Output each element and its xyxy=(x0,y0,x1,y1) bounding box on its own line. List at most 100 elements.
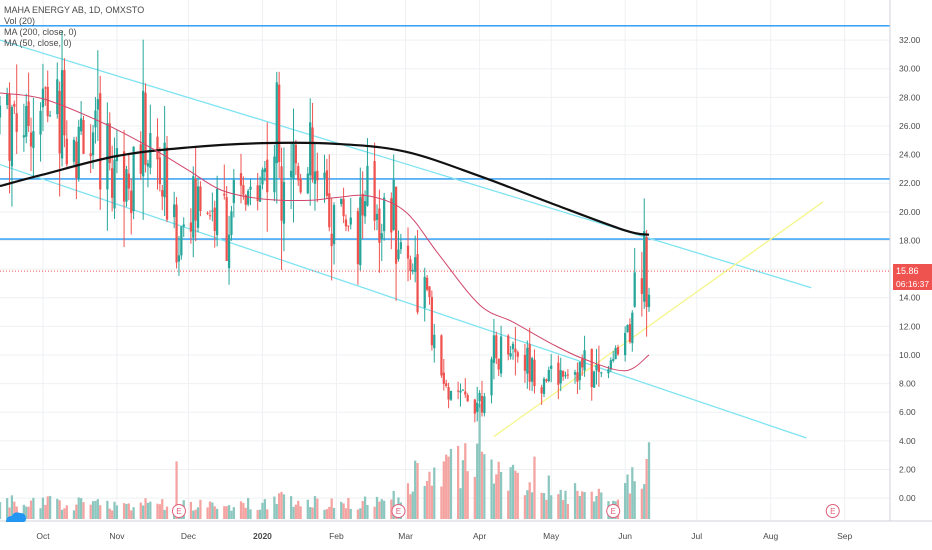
volume-bar xyxy=(633,481,636,519)
volume-bar xyxy=(29,500,33,519)
candle-body xyxy=(323,172,326,179)
price-tick-label: 12.00 xyxy=(899,321,921,331)
volume-bar xyxy=(275,504,278,519)
volume-bar xyxy=(378,501,381,519)
volume-bar xyxy=(497,461,500,519)
price-tick-label: 26.00 xyxy=(899,121,921,131)
volume-bar xyxy=(561,500,565,519)
volume-bar xyxy=(39,508,42,519)
price-axis[interactable]: 0.002.004.006.008.0010.0012.0014.0016.00… xyxy=(889,0,921,521)
volume-bar xyxy=(480,451,484,519)
time-tick-label: Oct xyxy=(36,531,50,541)
candle-body xyxy=(325,170,329,196)
candle-body xyxy=(213,207,216,231)
candle-body xyxy=(499,336,503,374)
time-tick-label: Dec xyxy=(181,531,197,541)
candle-body xyxy=(647,294,651,308)
candle-body xyxy=(244,195,247,205)
volume-bar xyxy=(230,510,233,519)
legend-volume[interactable]: Vol (20) xyxy=(4,16,36,26)
volume-bar xyxy=(461,460,465,519)
candle-body xyxy=(227,234,231,269)
candle-body xyxy=(206,212,209,214)
time-axis[interactable]: Oct Nov Dec 2020 Feb Mar Apr May Jun Jul Aug Sep xyxy=(0,520,932,541)
candle-body xyxy=(433,334,436,349)
candle-body xyxy=(294,144,298,164)
volume-bar xyxy=(409,494,412,519)
volume-bar xyxy=(263,499,266,519)
candle-body xyxy=(177,255,181,262)
candle-body xyxy=(631,312,634,344)
candle-body xyxy=(356,211,360,265)
volume-bar xyxy=(113,501,116,519)
volume-bar xyxy=(390,499,393,519)
price-tick-label: 30.00 xyxy=(899,64,921,74)
candle-body xyxy=(56,79,59,115)
price-tick-label: 28.00 xyxy=(899,92,921,102)
volume-bar xyxy=(530,492,534,519)
candle-body xyxy=(628,324,632,342)
candle-body xyxy=(459,390,462,393)
volume-bar xyxy=(559,489,562,519)
candle-body xyxy=(583,350,586,371)
volume-bar xyxy=(225,506,228,519)
candle-body xyxy=(378,208,381,243)
candle-body xyxy=(645,237,648,308)
symbol-title[interactable]: MAHA ENERGY AB, 1D, OMXSTO xyxy=(4,5,145,15)
candle-body xyxy=(406,245,410,259)
volume-bar xyxy=(392,490,395,519)
legend-ma50[interactable]: MA (50, close, 0) xyxy=(4,38,72,48)
candle-body xyxy=(416,254,419,313)
candle-body xyxy=(411,269,414,272)
candle-body xyxy=(511,343,515,350)
candle-body xyxy=(359,197,362,266)
volume-bar xyxy=(65,505,68,519)
volume-bar xyxy=(545,499,548,519)
candle-body xyxy=(242,185,245,195)
volume-bar xyxy=(282,494,286,519)
volume-bar xyxy=(82,502,85,519)
volume-bar xyxy=(492,483,496,519)
candle-body xyxy=(60,70,64,159)
volume-bar xyxy=(578,496,581,519)
volume-bar xyxy=(199,499,202,519)
candle-body xyxy=(514,348,517,353)
volume-bar xyxy=(425,480,429,519)
volume-bar xyxy=(227,505,231,519)
volume-bar xyxy=(261,502,264,519)
volume-bar xyxy=(528,482,531,519)
candle-body xyxy=(540,387,543,394)
volume-bar xyxy=(507,490,510,519)
drawing-lines xyxy=(0,25,890,439)
candle-body xyxy=(144,92,147,165)
candle-body xyxy=(39,110,42,135)
candle-body xyxy=(249,186,252,190)
time-tick-label: Jul xyxy=(691,531,702,541)
volume-bar xyxy=(316,498,319,519)
volume-bar xyxy=(313,496,317,519)
volume-bar xyxy=(459,488,462,519)
volume-bar xyxy=(215,508,219,519)
volume-bar xyxy=(125,503,128,519)
candle-body xyxy=(292,143,295,179)
legend-ma200[interactable]: MA (200, close, 0) xyxy=(4,27,77,37)
volume-bar xyxy=(442,461,445,519)
candle-body xyxy=(256,185,259,202)
volume-bar xyxy=(566,503,570,519)
volume-bar xyxy=(440,486,443,519)
candle-body xyxy=(0,105,2,118)
volume-bar xyxy=(196,507,200,519)
candle-body xyxy=(573,372,577,375)
volume-bar xyxy=(89,504,92,519)
candle-body xyxy=(394,186,398,264)
candle-body xyxy=(526,347,529,374)
volume-bar xyxy=(478,403,481,519)
candle-body xyxy=(614,348,617,360)
candle-body xyxy=(156,136,159,160)
tradingview-logo-icon[interactable] xyxy=(6,512,26,522)
volume-bar xyxy=(75,504,78,519)
last-price-badge: 15.86 xyxy=(893,264,932,278)
candle-body xyxy=(142,90,145,177)
time-tick-label: Aug xyxy=(763,531,778,541)
